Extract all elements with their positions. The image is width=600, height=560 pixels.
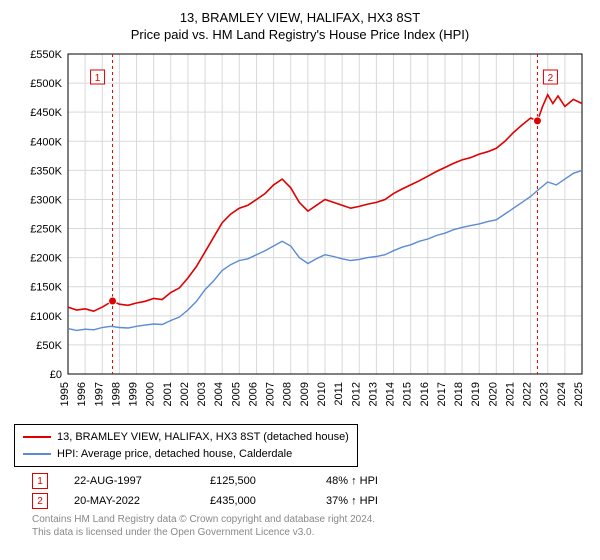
svg-text:2025: 2025 [573,382,585,406]
svg-text:£300K: £300K [30,194,62,206]
svg-text:£0: £0 [50,369,62,381]
title-subtitle: Price paid vs. HM Land Registry's House … [14,27,586,42]
svg-text:1995: 1995 [59,382,71,406]
svg-text:2021: 2021 [504,382,516,406]
svg-text:2014: 2014 [385,382,397,406]
svg-text:£150K: £150K [30,282,62,294]
svg-text:2023: 2023 [539,382,551,406]
svg-text:2018: 2018 [453,382,465,406]
svg-text:2002: 2002 [179,382,191,406]
svg-text:2020: 2020 [487,382,499,406]
svg-text:£500K: £500K [30,78,62,90]
title-address: 13, BRAMLEY VIEW, HALIFAX, HX3 8ST [14,10,586,25]
svg-text:2000: 2000 [145,382,157,406]
svg-text:£550K: £550K [30,49,62,61]
footnote-line2: This data is licensed under the Open Gov… [32,526,586,539]
svg-text:2016: 2016 [419,382,431,406]
svg-text:1: 1 [95,73,101,84]
svg-text:£350K: £350K [30,165,62,177]
marker-date: 22-AUG-1997 [74,475,184,487]
svg-text:2011: 2011 [333,382,345,406]
svg-text:2024: 2024 [556,382,568,406]
chart-area: £0 £50K £100K £150K £200K £250K £300K £350K £400… [14,48,586,418]
marker-date: 20-MAY-2022 [74,495,184,507]
marker-price: £435,000 [210,495,300,507]
legend-swatch [23,453,51,455]
svg-text:2006: 2006 [247,382,259,406]
footnote-line1: Contains HM Land Registry data © Crown c… [32,513,586,526]
marker-price: £125,500 [210,475,300,487]
marker-badge: 2 [32,493,48,509]
marker-row: 1 22-AUG-1997 £125,500 48% ↑ HPI [14,473,586,489]
svg-text:2001: 2001 [162,382,174,406]
svg-text:£50K: £50K [36,340,62,352]
legend: 13, BRAMLEY VIEW, HALIFAX, HX3 8ST (deta… [14,424,358,467]
svg-text:£200K: £200K [30,253,62,265]
svg-text:2007: 2007 [265,382,277,406]
marker-pct: 37% ↑ HPI [326,495,378,507]
svg-text:2015: 2015 [402,382,414,406]
svg-text:2005: 2005 [230,382,242,406]
svg-text:2009: 2009 [299,382,311,406]
svg-text:2010: 2010 [316,382,328,406]
footnote: Contains HM Land Registry data © Crown c… [14,513,586,539]
marker-row: 2 20-MAY-2022 £435,000 37% ↑ HPI [14,493,586,509]
svg-text:£100K: £100K [30,311,62,323]
svg-text:2013: 2013 [367,382,379,406]
svg-text:2003: 2003 [196,382,208,406]
legend-item: HPI: Average price, detached house, Cald… [23,446,349,463]
svg-text:£250K: £250K [30,224,62,236]
legend-swatch [23,436,51,438]
svg-text:2004: 2004 [213,382,225,406]
legend-label: HPI: Average price, detached house, Cald… [57,446,292,463]
marker-annotations: 1 22-AUG-1997 £125,500 48% ↑ HPI 2 20-MAY-202… [14,473,586,509]
chart-container: 13, BRAMLEY VIEW, HALIFAX, HX3 8ST Price… [0,0,600,560]
svg-text:2012: 2012 [350,382,362,406]
legend-label: 13, BRAMLEY VIEW, HALIFAX, HX3 8ST (deta… [57,429,349,446]
svg-text:2022: 2022 [522,382,534,406]
svg-text:1997: 1997 [93,382,105,406]
svg-text:2008: 2008 [282,382,294,406]
legend-item: 13, BRAMLEY VIEW, HALIFAX, HX3 8ST (deta… [23,429,349,446]
svg-text:1998: 1998 [110,382,122,406]
svg-text:£400K: £400K [30,136,62,148]
line-chart: £0 £50K £100K £150K £200K £250K £300K £350K £400… [14,48,586,418]
marker-badge: 1 [32,473,48,489]
svg-text:2: 2 [548,73,554,84]
svg-text:2017: 2017 [436,382,448,406]
svg-text:1999: 1999 [128,382,140,406]
marker-pct: 48% ↑ HPI [326,475,378,487]
svg-text:1996: 1996 [76,382,88,406]
svg-text:2019: 2019 [470,382,482,406]
svg-text:£450K: £450K [30,107,62,119]
